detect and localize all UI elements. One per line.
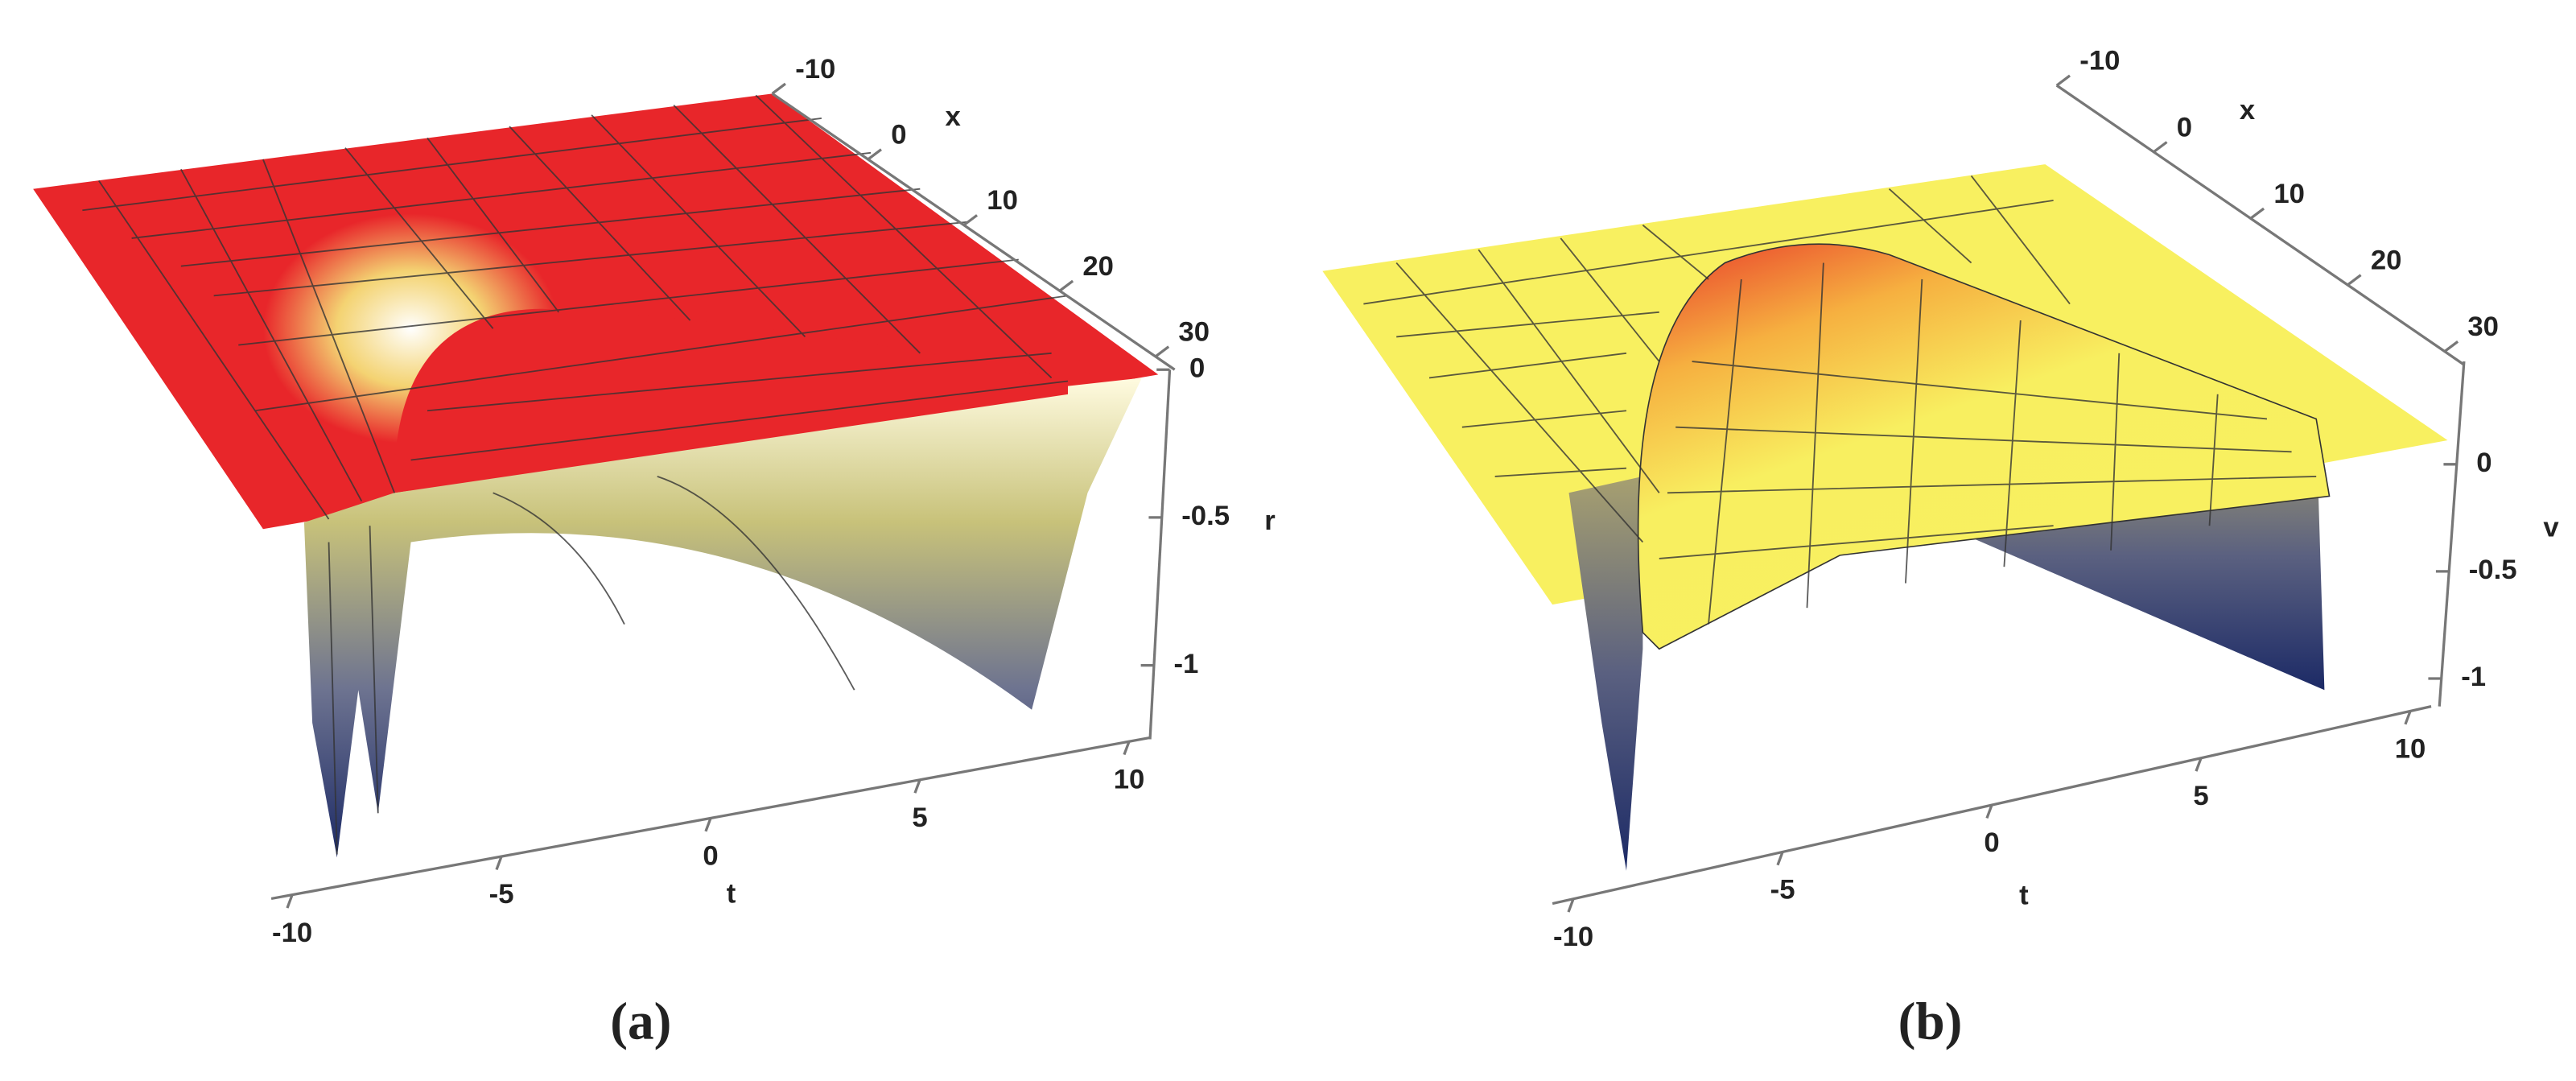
panel-label: (a): [610, 993, 671, 1051]
axis-label: t: [2019, 881, 2029, 911]
tick-label: 10: [2395, 734, 2426, 765]
tick-mark: [2347, 274, 2362, 287]
tick-mark: [2195, 757, 2203, 772]
tick-mark: [286, 894, 294, 909]
surface-bump: [1637, 243, 2331, 650]
tick-label: 5: [912, 802, 927, 833]
tick-label: 0: [2476, 448, 2492, 478]
tick-label: -5: [489, 879, 514, 910]
tick-mark: [771, 82, 786, 95]
tick-label: 30: [1178, 316, 1210, 347]
axis-label: x: [2240, 95, 2256, 126]
tick-label: -0.5: [2469, 555, 2517, 585]
tick-mark: [2404, 710, 2412, 725]
tick-mark: [1985, 804, 1993, 819]
tick-mark: [867, 148, 882, 161]
tick-mark: [2443, 340, 2459, 353]
surface-trough: [303, 378, 1142, 858]
axis-line: [1148, 369, 1172, 740]
tick-label: -5: [1770, 875, 1795, 906]
axis-line: [2438, 361, 2466, 707]
tick-label: 10: [1114, 764, 1145, 794]
tick-mark: [2153, 141, 2168, 154]
tick-label: -10: [795, 54, 835, 85]
axis-label: v: [2543, 512, 2559, 543]
tick-label: 5: [2193, 781, 2208, 811]
tick-mark: [1776, 851, 1784, 866]
tick-label: -1: [2461, 662, 2486, 692]
axis-label: x: [945, 101, 961, 132]
surface-cap: [394, 308, 1069, 493]
tick-label: 10: [987, 185, 1018, 216]
axis-line: [1552, 705, 2432, 906]
tick-label: -1: [1173, 649, 1198, 679]
surface-a: [33, 93, 1159, 858]
tick-label: -0.5: [1181, 501, 1230, 531]
axis-line: [2055, 84, 2465, 366]
tick-label: -10: [1553, 922, 1593, 952]
panel-label: (b): [1898, 993, 1963, 1051]
tick-mark: [913, 779, 921, 794]
tick-label: 20: [2371, 245, 2402, 276]
tick-mark: [1567, 898, 1575, 913]
tick-label: 10: [2273, 179, 2305, 209]
axis-line: [771, 92, 1176, 371]
tick-mark: [962, 214, 979, 226]
tick-mark: [1154, 345, 1170, 358]
axis-label: r: [1264, 505, 1276, 536]
tick-label: -10: [272, 918, 312, 948]
surface-b: [1322, 164, 2448, 871]
tick-mark: [1123, 741, 1131, 756]
axis-label: t: [727, 879, 736, 910]
surface-spike: [1568, 476, 1643, 871]
tick-label: 30: [2467, 312, 2499, 342]
tick-mark: [704, 817, 712, 832]
tick-label: 0: [1189, 353, 1205, 383]
tick-mark: [2249, 207, 2265, 220]
tick-mark: [495, 856, 503, 870]
tick-label: -10: [2079, 46, 2120, 76]
tick-label: 0: [703, 841, 718, 872]
tick-label: 0: [891, 120, 906, 151]
tick-label: 20: [1082, 251, 1114, 282]
tick-label: 0: [2177, 112, 2192, 142]
tick-label: 0: [1984, 827, 1999, 858]
tick-mark: [1058, 279, 1074, 292]
tick-mark: [2055, 74, 2071, 87]
